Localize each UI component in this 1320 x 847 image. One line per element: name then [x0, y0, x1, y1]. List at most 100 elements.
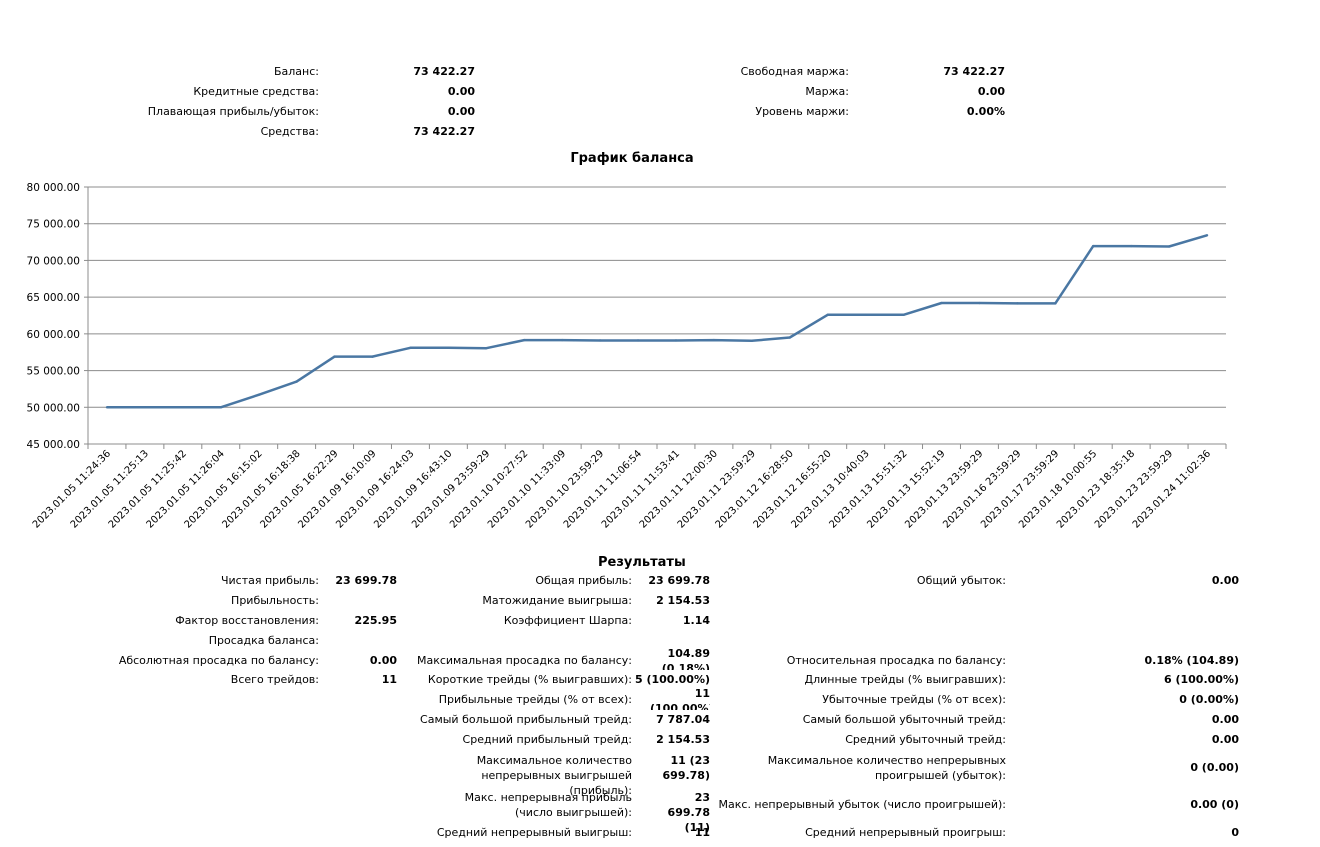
balance-point	[1167, 245, 1171, 248]
credit-value: 0.00	[447, 85, 475, 98]
avg-consec-losses-value: 0	[1231, 826, 1239, 839]
recovery-factor-label: Фактор восстановления:	[175, 614, 319, 627]
max-drawdown-label: Максимальная просадка по балансу:	[416, 654, 632, 667]
floating-pl-value: 0.00	[447, 105, 475, 118]
max-consec-profit-value: 23 699.78 (11)	[667, 791, 710, 834]
long-trades-value: 6 (100.00%)	[1163, 673, 1239, 686]
avg-consec-wins-label: Средний непрерывный выигрыш:	[436, 826, 632, 839]
profit-trades-value: 11 (100.00%)	[650, 687, 710, 710]
y-tick-label: 45 000.00	[27, 439, 80, 451]
balance-point	[1054, 302, 1057, 305]
gross-loss-label: Общий убыток:	[916, 574, 1006, 587]
balance-point	[371, 355, 374, 358]
max-consec-loss-label: Макс. непрерывный убыток (число проигрыш…	[718, 798, 1006, 811]
profit-trades-label: Прибыльные трейды (% от всех):	[438, 693, 632, 706]
balance-point	[219, 406, 222, 409]
gross-loss-value: 0.00	[1211, 574, 1239, 587]
balance-point	[826, 313, 829, 316]
short-trades-value: 5 (100.00%)	[634, 673, 710, 686]
margin-level-label: Уровень маржи:	[755, 105, 849, 118]
balance-point	[523, 338, 526, 342]
balance-point	[940, 301, 943, 305]
rel-drawdown-value: 0.18% (104.89)	[1144, 654, 1240, 667]
max-consec-losses-label: Максимальное количество непрерывных прои…	[767, 754, 1006, 782]
loss-trades-value: 0 (0.00%)	[1179, 693, 1239, 706]
largest-profit-value: 7 787.04	[656, 713, 710, 726]
balance-point	[143, 406, 147, 409]
balance-point	[636, 339, 640, 342]
balance-drawdown-label: Просадка баланса:	[208, 634, 319, 647]
abs-drawdown-label: Абсолютная просадка по балансу:	[118, 654, 319, 667]
balance-point	[674, 339, 678, 342]
free-margin-value: 73 422.27	[943, 65, 1005, 78]
balance-point	[1092, 244, 1095, 248]
net-profit-label: Чистая прибыль:	[220, 574, 319, 587]
max-drawdown-value: 104.89 (0.18%)	[661, 647, 710, 670]
avg-consec-losses-label: Средний непрерывный проигрыш:	[805, 826, 1006, 839]
balance-point	[560, 338, 564, 342]
y-tick-label: 65 000.00	[27, 292, 80, 304]
margin-value: 0.00	[977, 85, 1005, 98]
equity-value: 73 422.27	[413, 125, 475, 138]
balance-point	[485, 346, 488, 350]
avg-profit-value: 2 154.53	[656, 733, 710, 746]
y-tick-label: 70 000.00	[27, 255, 80, 267]
x-tick-label: 2023.01.24 11:02:36	[1131, 448, 1213, 530]
balance-point	[1016, 302, 1019, 305]
avg-loss-value: 0.00	[1211, 733, 1239, 746]
equity-label: Средства:	[260, 125, 319, 138]
results-title: Результаты	[598, 555, 686, 570]
profitability-label: Прибыльность:	[231, 594, 319, 607]
balance-point	[257, 393, 260, 397]
short-trades-label: Короткие трейды (% выигравших):	[427, 673, 632, 686]
largest-loss-label: Самый большой убыточный трейд:	[802, 713, 1006, 726]
total-trades-value: 11	[381, 673, 397, 686]
sharpe-value: 1.14	[682, 614, 710, 627]
total-trades-label: Всего трейдов:	[230, 673, 319, 686]
long-trades-label: Длинные трейды (% выигравших):	[804, 673, 1006, 686]
margin-label: Маржа:	[805, 85, 849, 98]
balance-line	[107, 234, 1208, 409]
balance-point	[788, 336, 791, 339]
y-tick-label: 80 000.00	[27, 182, 80, 194]
balance-value: 73 422.27	[413, 65, 475, 78]
chart-title: График баланса	[570, 151, 694, 166]
balance-chart: 45 000.00 50 000.00 55 000.00 60 000.00 65 0…	[27, 182, 1227, 531]
y-tick-label: 55 000.00	[27, 366, 80, 378]
net-profit-value: 23 699.78	[335, 574, 397, 587]
balance-point	[447, 346, 450, 350]
credit-label: Кредитные средства:	[193, 85, 319, 98]
balance-point	[105, 406, 109, 409]
free-margin-label: Свободная маржа:	[740, 65, 849, 78]
floating-pl-label: Плавающая прибыль/убыток:	[147, 105, 319, 118]
balance-point	[750, 339, 754, 343]
max-consec-wins-value: 11 (23 699.78)	[662, 754, 710, 782]
abs-drawdown-value: 0.00	[369, 654, 397, 667]
largest-loss-value: 0.00	[1211, 713, 1239, 726]
balance-point	[902, 313, 905, 316]
margin-level-value: 0.00%	[966, 105, 1005, 118]
balance-point	[1129, 244, 1133, 248]
avg-consec-wins-value: 11	[694, 826, 710, 839]
expected-payoff-value: 2 154.53	[656, 594, 710, 607]
max-consec-loss-value: 0.00 (0)	[1190, 798, 1239, 811]
gross-profit-value: 23 699.78	[648, 574, 710, 587]
balance-label: Баланс:	[273, 65, 319, 78]
balance-point	[598, 339, 602, 342]
avg-loss-label: Средний убыточный трейд:	[845, 733, 1006, 746]
balance-point	[864, 313, 867, 316]
avg-profit-label: Средний прибыльный трейд:	[462, 733, 632, 746]
recovery-factor-value: 225.95	[354, 614, 397, 627]
balance-point	[409, 346, 412, 350]
balance-point	[712, 338, 716, 342]
largest-profit-label: Самый большой прибыльный трейд:	[420, 713, 632, 726]
rel-drawdown-label: Относительная просадка по балансу:	[786, 654, 1006, 667]
loss-trades-label: Убыточные трейды (% от всех):	[822, 693, 1006, 706]
balance-point	[1205, 234, 1209, 237]
balance-point	[333, 355, 336, 358]
gross-profit-label: Общая прибыль:	[535, 574, 632, 587]
sharpe-label: Коэффициент Шарпа:	[503, 614, 632, 627]
max-consec-wins-label: Максимальное количество непрерывных выиг…	[476, 754, 632, 797]
max-consec-losses-value: 0 (0.00)	[1190, 761, 1239, 774]
balance-point	[295, 380, 298, 383]
